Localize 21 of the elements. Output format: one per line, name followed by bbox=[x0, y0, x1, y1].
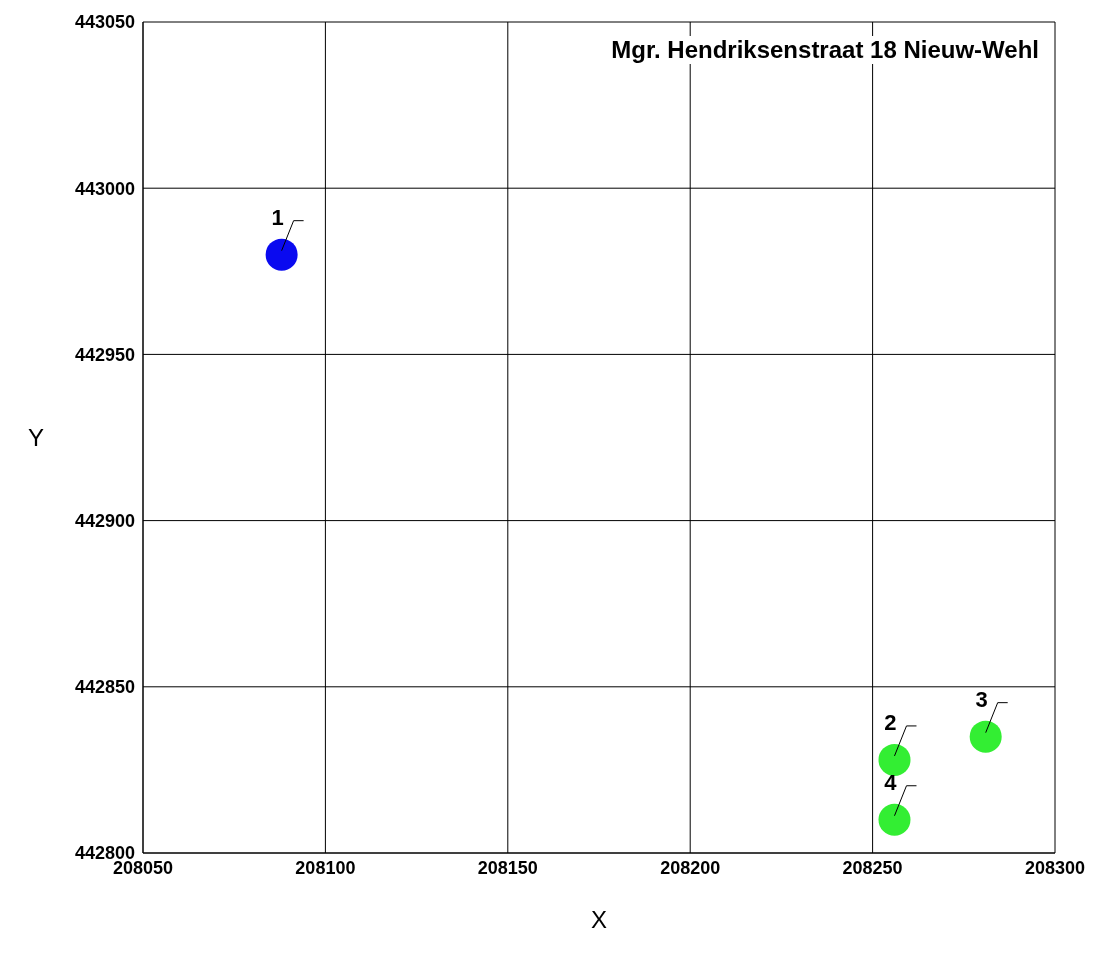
y-axis-title: Y bbox=[28, 424, 45, 452]
point bbox=[878, 803, 911, 836]
x-tick-label: 208250 bbox=[842, 857, 903, 878]
annotation: 3 bbox=[975, 686, 988, 712]
x-axis-title: X bbox=[590, 906, 608, 933]
x-tick-label: 208150 bbox=[477, 857, 538, 878]
annotation: 4 bbox=[884, 769, 898, 795]
y-tick-label: 443000 bbox=[74, 178, 135, 199]
y-tick-label: 443050 bbox=[74, 12, 135, 33]
y-tick-label: 442850 bbox=[74, 677, 135, 698]
point bbox=[878, 743, 911, 776]
x-tick-label: 208200 bbox=[660, 857, 721, 878]
point bbox=[265, 238, 298, 271]
text: Mgr. Hendriksenstraat 18 Nieuw-Wehl bbox=[607, 36, 1043, 64]
annotation: 1 bbox=[271, 204, 284, 230]
point bbox=[969, 720, 1002, 753]
x-tick-label: 208100 bbox=[295, 857, 356, 878]
y-tick-label: 442900 bbox=[74, 510, 135, 531]
annotation: 2 bbox=[884, 709, 897, 735]
y-tick-label: 442950 bbox=[74, 344, 135, 365]
x-tick-label: 208300 bbox=[1024, 857, 1086, 878]
